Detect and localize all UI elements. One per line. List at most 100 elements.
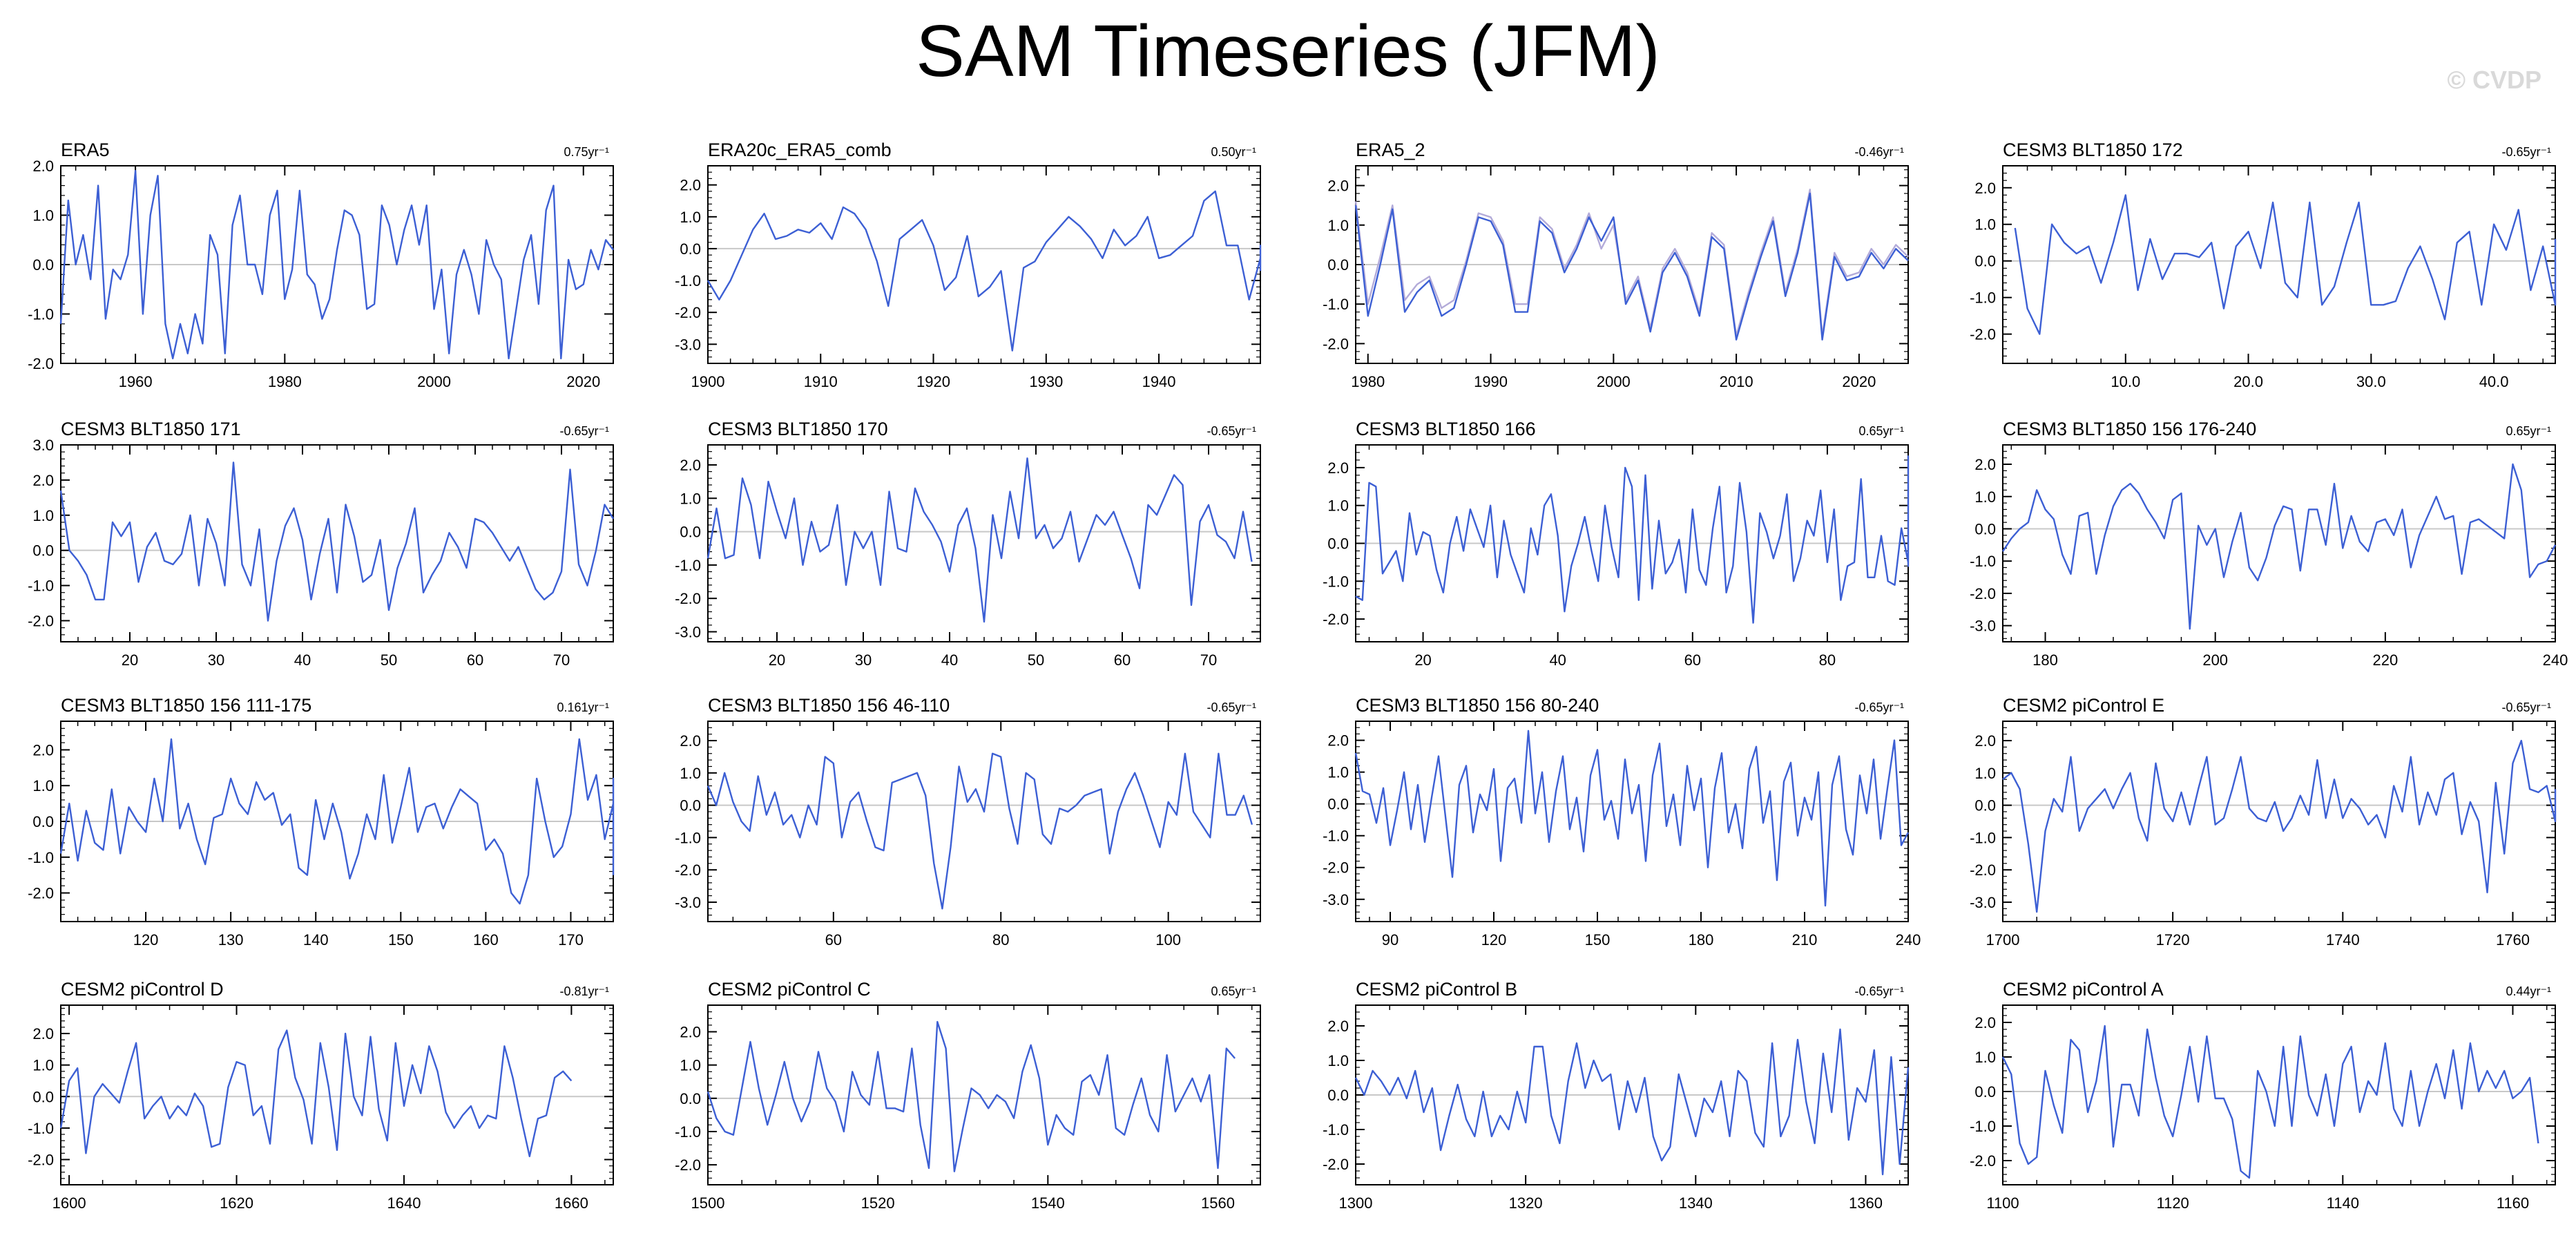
x-tick-label: 20 — [122, 651, 138, 669]
x-tick-label: 20 — [1414, 651, 1431, 669]
panel-title: ERA20c_ERA5_comb — [708, 140, 892, 160]
panel-title: CESM3 BLT1850 171 — [61, 419, 241, 439]
trend-label: -0.46yr⁻¹ — [1854, 145, 1904, 159]
x-tick-label: 210 — [1792, 931, 1818, 949]
x-tick-label: 40.0 — [2479, 373, 2509, 390]
x-tick-label: 40 — [1549, 651, 1566, 669]
x-tick-label: 1500 — [691, 1194, 725, 1212]
x-tick-label: 80 — [1819, 651, 1836, 669]
panel-title: CESM2 piControl C — [708, 979, 871, 1000]
y-tick-label: -2.0 — [1323, 335, 1349, 352]
trend-label: 0.65yr⁻¹ — [1211, 984, 1256, 998]
y-tick-label: -2.0 — [1970, 861, 1996, 879]
y-tick-label: 0.0 — [1327, 796, 1349, 813]
x-tick-label: 50 — [1028, 651, 1044, 669]
series-line — [1354, 192, 1909, 341]
x-tick-label: 180 — [2032, 651, 2058, 669]
x-tick-label: 130 — [218, 931, 244, 949]
y-tick-label: -1.0 — [675, 272, 701, 289]
x-tick-label: 1760 — [2496, 931, 2530, 949]
y-tick-label: -2.0 — [675, 1156, 701, 1174]
y-tick-label: 1.0 — [1327, 1052, 1349, 1069]
x-tick-label: 70 — [1200, 651, 1217, 669]
y-tick-label: 2.0 — [1327, 1018, 1349, 1035]
cvdp-watermark: © CVDP — [2447, 66, 2541, 94]
panel-title: CESM3 BLT1850 156 111-175 — [61, 695, 311, 716]
y-tick-label: -1.0 — [28, 306, 54, 323]
panel-title: CESM3 BLT1850 166 — [1356, 419, 1536, 439]
series-line — [59, 1029, 573, 1158]
x-tick-label: 2020 — [1842, 373, 1876, 390]
x-tick-label: 1700 — [1986, 931, 2020, 949]
y-tick-label: 2.0 — [32, 472, 54, 489]
y-tick-label: 0.0 — [1327, 256, 1349, 274]
series-line — [59, 169, 614, 360]
panel-cesm3-blt1850-166: CESM3 BLT1850 166 0.65yr⁻¹ 20 40 60 80 -2.0 -1.… — [1323, 419, 1910, 669]
series-line — [707, 1020, 1236, 1172]
y-tick-label: 1.0 — [32, 507, 54, 524]
x-tick-label: 2000 — [1597, 373, 1631, 390]
x-tick-label: 1620 — [220, 1194, 253, 1212]
y-tick-label: 1.0 — [32, 207, 54, 225]
series-line — [59, 738, 615, 905]
y-tick-label: -2.0 — [675, 304, 701, 321]
y-tick-label: 1.0 — [680, 1057, 701, 1074]
y-tick-label: 0.0 — [1974, 1083, 1996, 1100]
x-tick-label: 1300 — [1339, 1194, 1373, 1212]
plot-frame — [60, 1004, 614, 1185]
y-tick-label: 1.0 — [680, 490, 701, 507]
y-tick-label: 2.0 — [1974, 180, 1996, 197]
figure-title: SAM Timeseries (JFM) — [916, 10, 1660, 92]
y-tick-label: 2.0 — [1974, 456, 1996, 473]
panel-title: CESM3 BLT1850 156 46-110 — [708, 695, 950, 716]
x-tick-label: 1980 — [1351, 373, 1385, 390]
trend-label: 0.65yr⁻¹ — [2506, 424, 2551, 438]
series-line — [1354, 1028, 1910, 1176]
y-tick-label: -3.0 — [1970, 618, 1996, 635]
y-tick-label: 2.0 — [680, 177, 701, 194]
y-tick-label: 2.0 — [1974, 732, 1996, 750]
x-tick-label: 140 — [303, 931, 329, 949]
panel-title: CESM3 BLT1850 156 176-240 — [2003, 419, 2256, 439]
series-line — [2002, 739, 2557, 913]
y-tick-label: -1.0 — [28, 849, 54, 866]
panel-title: CESM3 BLT1850 170 — [708, 419, 888, 439]
y-tick-label: 1.0 — [1327, 764, 1349, 781]
x-tick-label: 150 — [388, 931, 414, 949]
y-tick-label: 0.0 — [1974, 520, 1996, 537]
y-tick-label: 1.0 — [1327, 217, 1349, 234]
x-tick-label: 150 — [1585, 931, 1611, 949]
x-tick-label: 10.0 — [2111, 373, 2140, 390]
trend-label: -0.65yr⁻¹ — [1207, 424, 1256, 438]
series-line — [1355, 455, 1910, 624]
trend-label: -0.65yr⁻¹ — [2501, 701, 2551, 714]
x-tick-label: 1560 — [1201, 1194, 1235, 1212]
trend-label: -0.65yr⁻¹ — [1207, 701, 1256, 714]
trend-label: -0.65yr⁻¹ — [1854, 984, 1904, 998]
trend-label: -0.65yr⁻¹ — [2501, 145, 2551, 159]
panel-title: CESM2 piControl E — [2003, 695, 2164, 716]
y-tick-label: -2.0 — [28, 355, 54, 372]
y-tick-label: -2.0 — [1323, 859, 1349, 877]
panel-cesm2-picontrol-a: CESM2 piControl A 0.44yr⁻¹ 1100 1120 1140 116… — [1970, 979, 2556, 1212]
panel-cesm2-picontrol-b: CESM2 piControl B -0.65yr⁻¹ 1300 1320 1340 13… — [1323, 979, 1910, 1212]
panel-cesm3-blt1850-156-80-240: CESM3 BLT1850 156 80-240 -0.65yr⁻¹ 90 120 15… — [1323, 695, 1921, 949]
x-tick-label: 80 — [992, 931, 1009, 949]
x-tick-label: 1340 — [1679, 1194, 1713, 1212]
y-tick-label: -1.0 — [1970, 553, 1996, 570]
y-tick-label: -3.0 — [675, 894, 701, 911]
y-tick-label: 0.0 — [1327, 535, 1349, 553]
trend-label: 0.50yr⁻¹ — [1211, 145, 1256, 159]
y-tick-label: -1.0 — [1323, 296, 1349, 313]
x-tick-label: 2000 — [417, 373, 451, 390]
panel-cesm2-picontrol-c: CESM2 piControl C 0.65yr⁻¹ 1500 1520 1540 156… — [675, 979, 1261, 1212]
y-tick-label: -2.0 — [28, 612, 54, 629]
y-tick-label: -2.0 — [675, 861, 701, 879]
plot-frame — [1355, 721, 1909, 922]
panel-cesm3-blt1850-156-176-240: CESM3 BLT1850 156 176-240 0.65yr⁻¹ 180 200 2… — [1970, 419, 2568, 669]
panel-cesm2-picontrol-e: CESM2 piControl E -0.65yr⁻¹ 1700 1720 1740 17… — [1970, 695, 2557, 949]
y-tick-label: -2.0 — [1970, 1152, 1996, 1170]
y-tick-label: 1.0 — [1974, 216, 1996, 234]
y-tick-label: -1.0 — [675, 557, 701, 574]
panel-title: CESM2 piControl A — [2003, 979, 2164, 1000]
